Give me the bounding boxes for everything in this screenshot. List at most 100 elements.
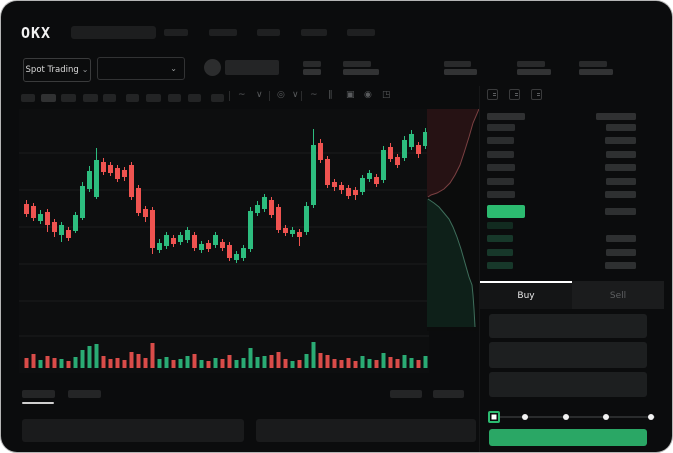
top-nav (1, 1, 672, 46)
toolbar-divider (301, 91, 302, 101)
nav-item[interactable] (301, 29, 327, 36)
slider-step-dot[interactable] (522, 414, 528, 420)
ask-row-amount[interactable] (605, 137, 636, 145)
market-type-label: Spot Trading (25, 65, 79, 75)
last-price-highlight[interactable] (487, 205, 525, 218)
indicators-icon[interactable]: ◎ (277, 90, 285, 100)
ask-row-price[interactable] (487, 164, 515, 172)
search-input[interactable] (71, 26, 156, 39)
orders-tab-2[interactable] (68, 390, 101, 398)
timeframe-button[interactable] (61, 94, 76, 102)
candle-style-icon[interactable]: ~ (238, 90, 246, 100)
tab-buy[interactable]: Buy (480, 281, 572, 309)
ticker-stats (1, 1, 672, 83)
order-form-input-1[interactable] (489, 314, 647, 338)
amount-slider-handle[interactable] (488, 411, 500, 423)
ask-row-amount[interactable] (606, 124, 636, 131)
timeframe-button[interactable] (21, 94, 35, 102)
last-price-amount (605, 208, 636, 215)
ask-row-amount[interactable] (606, 177, 636, 185)
chart-settings-icon[interactable]: ◉ (364, 90, 372, 100)
bid-row-amount[interactable] (606, 235, 636, 243)
compare-icon[interactable]: ∥ (328, 90, 333, 100)
ask-row-amount[interactable] (605, 191, 636, 198)
bid-row-price[interactable] (487, 222, 513, 229)
fullscreen-icon[interactable]: ◳ (382, 90, 391, 100)
order-form-input-3[interactable] (489, 372, 647, 397)
bid-row-price[interactable] (487, 248, 513, 256)
timeframe-button[interactable] (83, 94, 98, 102)
chart-toolbar: ~ ∨ ◎ ∨ ~ ∥ ▣ ◉ ◳ (1, 1, 672, 106)
orders-toolbar-item[interactable] (433, 390, 464, 398)
tab-sell[interactable]: Sell (572, 281, 664, 309)
bid-row-amount[interactable] (606, 248, 636, 256)
orderbook-header-price (487, 113, 525, 120)
nav-item[interactable] (257, 29, 280, 36)
trade-side-tabs: Buy Sell (480, 281, 664, 309)
timeframe-button[interactable] (103, 94, 116, 102)
orderbook-header-amount (596, 113, 636, 120)
orders-tab-1[interactable] (22, 390, 55, 398)
ask-row-amount[interactable] (606, 150, 636, 158)
view-color-bar (533, 91, 536, 98)
bid-row-amount[interactable] (605, 262, 636, 270)
toolbar-divider (269, 91, 270, 101)
ticker-stat-label (444, 61, 471, 67)
line-chart-icon[interactable]: ~ (310, 90, 318, 100)
nav-item[interactable] (347, 29, 375, 36)
view-color-bar (511, 91, 514, 98)
chevron-down-icon: ⌄ (81, 65, 89, 74)
timeframe-button[interactable] (211, 94, 224, 102)
chart-canvas (19, 128, 429, 368)
screenshot-icon[interactable]: ▣ (346, 90, 355, 100)
ask-row-price[interactable] (487, 177, 514, 185)
view-color-bar (489, 91, 492, 98)
slider-step-dot[interactable] (648, 414, 654, 420)
ask-row-price[interactable] (487, 137, 514, 145)
ticker-stat-label (303, 61, 321, 67)
depth-chart[interactable] (427, 108, 480, 331)
active-tab-underline (22, 402, 54, 404)
timeframe-button[interactable] (146, 94, 161, 102)
ticker-stat-value (517, 69, 551, 75)
orderbook-combined-view-icon[interactable] (487, 89, 498, 100)
slider-step-dot[interactable] (563, 414, 569, 420)
timeframe-button[interactable] (188, 94, 201, 102)
ask-row-price[interactable] (487, 150, 514, 158)
pair-name (225, 60, 279, 75)
nav-item[interactable] (164, 29, 188, 36)
ticker-stat-value (343, 69, 379, 75)
indicators-dropdown-icon[interactable]: ∨ (292, 90, 299, 100)
candlestick-chart[interactable] (19, 109, 429, 373)
ask-row-price[interactable] (487, 124, 515, 131)
order-form-input-2[interactable] (489, 342, 647, 368)
slider-step-dot[interactable] (603, 414, 609, 420)
pair-selector-dropdown[interactable]: ⌄ (97, 57, 185, 80)
candle-style-dropdown-icon[interactable]: ∨ (256, 90, 263, 100)
amount-slider[interactable] (493, 416, 655, 418)
okx-logo[interactable]: OKX (21, 24, 52, 42)
timeframe-button[interactable] (41, 94, 56, 102)
timeframe-button[interactable] (168, 94, 181, 102)
market-type-dropdown[interactable]: Spot Trading ⌄ (23, 58, 91, 82)
ticker-stat-value (444, 69, 477, 75)
orders-toolbar-item[interactable] (390, 390, 422, 398)
toolbar-divider (229, 91, 230, 101)
timeframe-button[interactable] (126, 94, 139, 102)
orderbook-bids-view-icon[interactable] (509, 89, 520, 100)
chevron-down-icon: ⌄ (170, 63, 177, 73)
ask-row-amount[interactable] (605, 164, 636, 172)
buy-submit-button[interactable] (489, 429, 647, 446)
orders-panel-2 (256, 419, 476, 442)
coin-avatar (204, 59, 221, 76)
ticker-stat-value (579, 69, 613, 75)
orderbook-asks-view-icon[interactable] (531, 89, 542, 100)
ticker-stat-value (303, 69, 321, 75)
orderbook-panel: Buy Sell (479, 86, 664, 452)
nav-item[interactable] (209, 29, 237, 36)
bid-row-price[interactable] (487, 262, 513, 270)
ask-row-price[interactable] (487, 191, 515, 198)
bid-row-price[interactable] (487, 235, 513, 243)
orders-panel-1 (22, 419, 244, 442)
